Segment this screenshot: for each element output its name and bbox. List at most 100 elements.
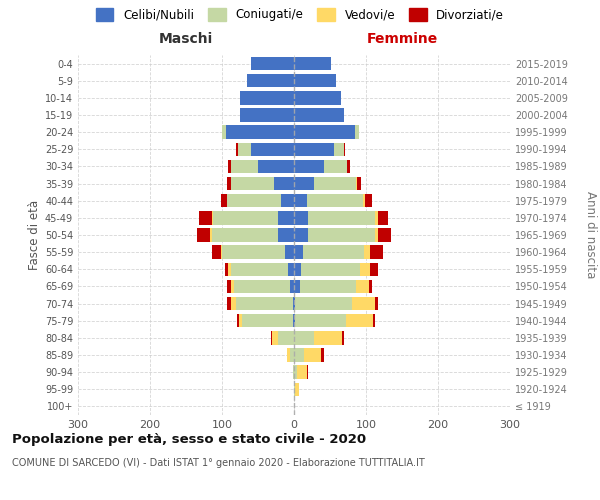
Bar <box>287 348 290 362</box>
Bar <box>352 297 374 310</box>
Bar <box>293 366 294 379</box>
Bar <box>234 280 290 293</box>
Bar <box>290 348 294 362</box>
Y-axis label: Fasce di età: Fasce di età <box>28 200 41 270</box>
Bar <box>324 160 347 173</box>
Bar <box>295 314 346 328</box>
Bar <box>294 57 331 70</box>
Bar <box>294 314 295 328</box>
Bar <box>227 194 281 207</box>
Bar <box>222 126 226 139</box>
Bar <box>294 297 295 310</box>
Bar <box>294 91 341 104</box>
Text: Maschi: Maschi <box>159 32 213 46</box>
Bar <box>227 280 230 293</box>
Bar <box>360 262 370 276</box>
Y-axis label: Anni di nascita: Anni di nascita <box>584 192 598 278</box>
Bar <box>334 142 344 156</box>
Bar <box>212 246 221 259</box>
Bar <box>236 142 238 156</box>
Bar <box>294 194 307 207</box>
Bar <box>294 331 314 344</box>
Bar <box>294 108 344 122</box>
Legend: Celibi/Nubili, Coniugati/e, Vedovi/e, Divorziati/e: Celibi/Nubili, Coniugati/e, Vedovi/e, Di… <box>96 8 504 22</box>
Bar <box>227 177 230 190</box>
Bar <box>294 246 302 259</box>
Bar <box>230 262 288 276</box>
Bar <box>346 314 373 328</box>
Bar <box>307 366 308 379</box>
Bar <box>286 246 294 259</box>
Bar <box>238 142 251 156</box>
Bar <box>242 314 293 328</box>
Bar <box>294 160 324 173</box>
Bar <box>239 314 242 328</box>
Bar <box>214 211 278 224</box>
Bar <box>278 211 294 224</box>
Bar <box>374 297 378 310</box>
Bar <box>293 314 294 328</box>
Bar <box>230 160 258 173</box>
Bar <box>294 382 295 396</box>
Bar <box>225 262 229 276</box>
Bar <box>272 331 278 344</box>
Bar <box>370 246 383 259</box>
Bar <box>374 228 378 241</box>
Bar <box>294 126 355 139</box>
Bar <box>294 366 297 379</box>
Bar <box>240 108 294 122</box>
Bar <box>314 331 341 344</box>
Bar <box>301 262 360 276</box>
Bar <box>294 142 334 156</box>
Bar <box>322 348 323 362</box>
Bar <box>300 280 356 293</box>
Bar <box>288 262 294 276</box>
Bar <box>295 297 352 310</box>
Bar <box>251 57 294 70</box>
Bar <box>230 280 234 293</box>
Bar <box>228 160 230 173</box>
Bar <box>278 228 294 241</box>
Bar <box>307 194 363 207</box>
Bar <box>230 297 236 310</box>
Bar <box>373 314 376 328</box>
Bar <box>222 246 286 259</box>
Bar <box>356 280 369 293</box>
Bar <box>247 74 294 88</box>
Bar <box>210 228 212 241</box>
Bar <box>358 177 361 190</box>
Bar <box>302 246 364 259</box>
Text: Femmine: Femmine <box>367 32 437 46</box>
Bar <box>378 228 391 241</box>
Bar <box>236 297 293 310</box>
Bar <box>221 246 222 259</box>
Bar <box>294 280 300 293</box>
Bar <box>314 177 356 190</box>
Bar <box>294 348 304 362</box>
Bar <box>226 126 294 139</box>
Bar <box>308 211 374 224</box>
Text: COMUNE DI SARCEDO (VI) - Dati ISTAT 1° gennaio 2020 - Elaborazione TUTTITALIA.IT: COMUNE DI SARCEDO (VI) - Dati ISTAT 1° g… <box>12 458 425 468</box>
Bar <box>251 142 294 156</box>
Bar <box>212 228 278 241</box>
Bar <box>304 348 322 362</box>
Bar <box>294 74 336 88</box>
Bar <box>199 211 212 224</box>
Bar <box>197 228 210 241</box>
Bar <box>363 194 365 207</box>
Bar <box>294 228 308 241</box>
Bar <box>237 314 239 328</box>
Bar <box>271 331 272 344</box>
Bar <box>341 331 344 344</box>
Bar <box>347 160 350 173</box>
Bar <box>364 246 370 259</box>
Bar <box>365 194 372 207</box>
Bar <box>294 177 314 190</box>
Bar <box>290 280 294 293</box>
Bar <box>278 331 294 344</box>
Bar <box>227 297 230 310</box>
Bar <box>344 142 345 156</box>
Bar <box>370 262 378 276</box>
Bar <box>297 366 307 379</box>
Bar <box>212 211 214 224</box>
